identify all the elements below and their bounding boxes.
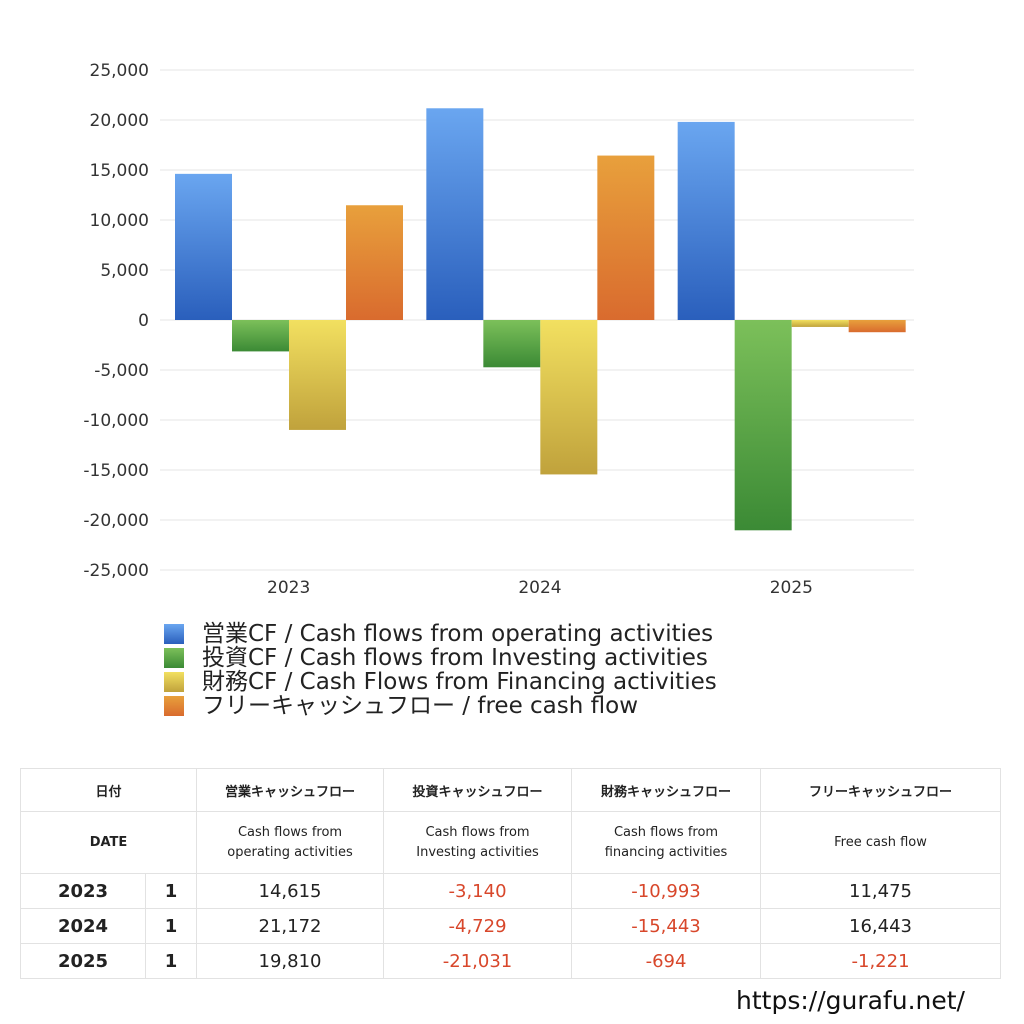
header-investing-en-line1: Cash flows from — [425, 824, 530, 840]
header-free-jp: フリーキャッシュフロー — [760, 768, 1002, 812]
header-financing-en-line1: Cash flows from — [613, 824, 719, 840]
header-date-en: DATE — [19, 811, 198, 874]
header-financing-en-line2: financing activities — [604, 844, 728, 860]
row-year: 2025 — [20, 943, 146, 979]
legend-swatch-operating — [164, 624, 184, 644]
chart-legend: 営業CF / Cash flows from operating activit… — [164, 622, 717, 718]
y-tick-label: -10,000 — [83, 411, 149, 431]
y-tick-label: -20,000 — [83, 511, 149, 531]
y-tick-label: -15,000 — [83, 461, 149, 481]
header-operating-en-line2: operating activities — [227, 844, 353, 860]
cell-free: 11,475 — [760, 873, 1002, 909]
legend-item-free[interactable]: フリーキャッシュフロー / free cash flow — [164, 694, 717, 718]
y-tick-label: 20,000 — [90, 111, 149, 131]
y-tick-label: 0 — [138, 311, 149, 331]
header-operating-en: Cash flows from operating activities — [196, 811, 385, 874]
legend-item-operating[interactable]: 営業CF / Cash flows from operating activit… — [164, 622, 717, 646]
cell-free: -1,221 — [760, 943, 1002, 979]
row-year: 2024 — [20, 908, 146, 944]
y-tick-label: 5,000 — [100, 261, 149, 281]
header-operating-en-line1: Cash flows from — [237, 824, 343, 840]
legend-label-operating: 営業CF / Cash flows from operating activit… — [202, 621, 714, 647]
header-financing-jp: 財務キャッシュフロー — [571, 768, 762, 812]
bar-investing-2023 — [232, 320, 289, 352]
x-tick-label: 2025 — [770, 578, 813, 598]
cell-operating: 21,172 — [196, 908, 385, 944]
y-tick-label: -25,000 — [83, 561, 149, 581]
bar-financing-2025 — [791, 320, 849, 327]
legend-swatch-investing — [164, 648, 184, 668]
header-operating-jp: 営業キャッシュフロー — [196, 768, 385, 812]
cell-operating: 14,615 — [196, 873, 385, 909]
header-investing-en-line2: Investing activities — [416, 844, 539, 860]
bars — [175, 108, 906, 531]
bar-free-2024 — [597, 155, 655, 320]
table-row: 2024 1 21,172 -4,729 -15,443 16,443 — [20, 908, 1002, 944]
cell-financing: -15,443 — [571, 908, 762, 944]
legend-item-financing[interactable]: 財務CF / Cash Flows from Financing activit… — [164, 670, 717, 694]
cell-operating: 19,810 — [196, 943, 385, 979]
cell-free: 16,443 — [760, 908, 1002, 944]
legend-swatch-financing — [164, 672, 184, 692]
x-axis-ticks: 2023 2024 2025 — [267, 578, 813, 598]
table-header-jp-row: 日付 営業キャッシュフロー 投資キャッシュフロー 財務キャッシュフロー フリーキ… — [19, 768, 1002, 812]
bar-financing-2024 — [540, 320, 598, 475]
cell-financing: -10,993 — [571, 873, 762, 909]
cash-flow-table: 日付 営業キャッシュフロー 投資キャッシュフロー 財務キャッシュフロー フリーキ… — [19, 768, 1002, 979]
header-date-jp: 日付 — [19, 768, 198, 812]
table-row: 2023 1 14,615 -3,140 -10,993 11,475 — [20, 873, 1002, 909]
y-tick-label: -5,000 — [94, 361, 149, 381]
table-header-en-row: DATE Cash flows from operating activities… — [19, 811, 1002, 874]
bar-operating-2024 — [426, 108, 484, 320]
cash-flow-bar-chart: 25,000 20,000 15,000 10,000 5,000 0 -5,000 -10,… — [83, 61, 914, 598]
cell-investing: -3,140 — [383, 873, 573, 909]
x-tick-label: 2024 — [518, 578, 561, 598]
header-free-en: Free cash flow — [760, 811, 1002, 874]
cell-investing: -21,031 — [383, 943, 573, 979]
legend-label-free: フリーキャッシュフロー / free cash flow — [202, 693, 639, 719]
bar-operating-2025 — [677, 121, 735, 321]
y-tick-label: 25,000 — [90, 61, 149, 81]
bar-free-2023 — [346, 205, 403, 320]
header-financing-en: Cash flows from financing activities — [571, 811, 762, 874]
header-investing-jp: 投資キャッシュフロー — [383, 768, 573, 812]
cell-investing: -4,729 — [383, 908, 573, 944]
header-investing-en: Cash flows from Investing activities — [383, 811, 573, 874]
row-quarter: 1 — [144, 873, 198, 909]
table-row: 2025 1 19,810 -21,031 -694 -1,221 — [20, 943, 1002, 979]
bar-financing-2023 — [289, 320, 346, 430]
bar-investing-2025 — [734, 320, 792, 531]
x-tick-label: 2023 — [267, 578, 310, 598]
legend-label-financing: 財務CF / Cash Flows from Financing activit… — [202, 669, 717, 695]
row-year: 2023 — [20, 873, 146, 909]
bar-free-2025 — [848, 320, 906, 333]
y-axis-ticks: 25,000 20,000 15,000 10,000 5,000 0 -5,000 -10,… — [83, 61, 149, 581]
bar-operating-2023 — [175, 173, 232, 320]
row-quarter: 1 — [144, 943, 198, 979]
row-quarter: 1 — [144, 908, 198, 944]
cell-financing: -694 — [571, 943, 762, 979]
legend-item-investing[interactable]: 投資CF / Cash flows from Investing activit… — [164, 646, 717, 670]
site-url[interactable]: https://gurafu.net/ — [736, 986, 965, 1015]
legend-label-investing: 投資CF / Cash flows from Investing activit… — [202, 645, 708, 671]
y-tick-label: 10,000 — [90, 211, 149, 231]
legend-swatch-free — [164, 696, 184, 716]
y-tick-label: 15,000 — [90, 161, 149, 181]
bar-investing-2024 — [483, 320, 541, 368]
